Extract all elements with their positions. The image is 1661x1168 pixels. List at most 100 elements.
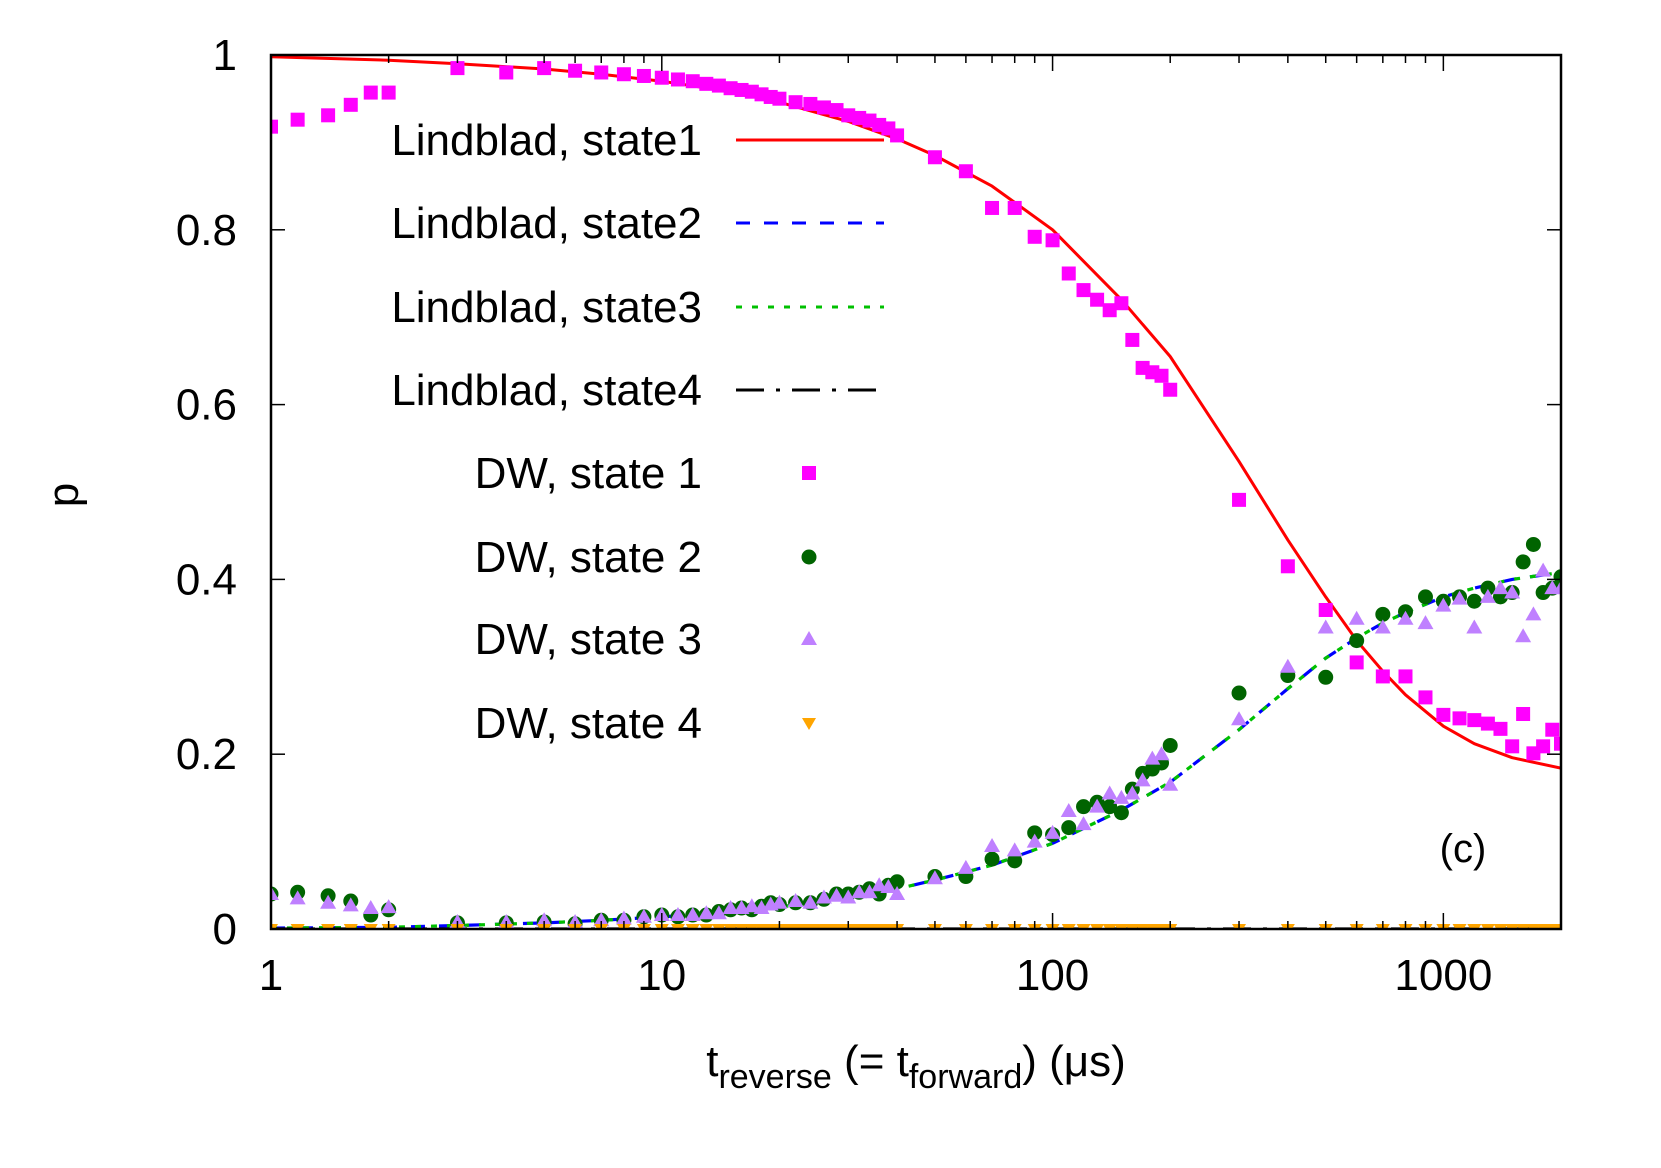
data-point-triangle-up: [1466, 619, 1483, 634]
data-point-square: [381, 85, 396, 100]
series-line-2: [271, 570, 1561, 929]
data-point-circle: [1102, 799, 1118, 815]
data-point-triangle-up: [1075, 816, 1092, 831]
data-point-triangle-up: [1553, 580, 1561, 595]
data-point-triangle-up: [362, 900, 379, 915]
data-point-square: [271, 119, 278, 134]
data-point-triangle-up: [698, 905, 715, 920]
data-point-circle: [1480, 580, 1496, 596]
legend-marker-circle: [801, 549, 817, 565]
data-point-triangle-up: [710, 905, 727, 920]
data-point-triangle-up: [1006, 842, 1023, 857]
data-point-triangle-up: [593, 912, 610, 927]
data-point-triangle-up: [635, 908, 652, 923]
data-point-triangle-up: [1044, 824, 1061, 839]
data-point-square: [890, 128, 905, 143]
y-tick-label: 1: [213, 31, 237, 80]
data-point-triangle-up: [926, 870, 943, 885]
data-point-square: [1436, 707, 1451, 722]
data-point-triangle-up: [828, 887, 845, 902]
data-point-triangle-up: [1113, 789, 1130, 804]
data-point-circle: [1007, 853, 1023, 869]
data-point-triangle-up: [1134, 772, 1151, 787]
data-point-circle: [1375, 606, 1391, 622]
data-point-triangle-up: [861, 884, 878, 899]
legend-label: Lindblad, state4: [391, 366, 702, 415]
data-point-triangle-up: [1089, 798, 1106, 813]
legend-label: DW, state 4: [475, 699, 702, 748]
data-point-triangle-up: [871, 877, 888, 892]
data-point-triangle-up: [1153, 746, 1170, 761]
data-point-square: [363, 85, 378, 100]
data-point-square: [290, 112, 305, 127]
y-axis-title: p: [39, 483, 88, 507]
y-tick-label: 0.2: [176, 730, 237, 779]
data-point-square: [1007, 200, 1022, 215]
data-point-triangle-up: [1124, 785, 1141, 800]
x-tick-label: 100: [1016, 951, 1089, 1000]
y-tick-label: 0.4: [176, 555, 237, 604]
data-point-circle: [1349, 633, 1365, 649]
data-point-triangle-up: [1451, 590, 1468, 605]
data-point-triangle-up: [1231, 711, 1248, 726]
data-point-square: [1154, 368, 1169, 383]
x-axis-title-sub-reverse: reverse: [718, 1058, 831, 1096]
data-point-triangle-up: [1101, 785, 1118, 800]
data-point-triangle-up: [1317, 619, 1334, 634]
data-point-square: [841, 108, 856, 123]
data-point-triangle-up: [851, 884, 868, 899]
data-point-square: [927, 150, 942, 165]
data-point-triangle-up: [1374, 619, 1391, 634]
data-point-circle: [1515, 554, 1531, 570]
data-point-triangle-up: [787, 893, 804, 908]
data-point-triangle-up: [1162, 776, 1179, 791]
legend-marker-square: [802, 466, 816, 480]
data-point-square: [654, 70, 669, 85]
data-point-square: [1280, 559, 1295, 574]
data-point-circle: [1417, 589, 1433, 605]
data-point-square: [1554, 736, 1561, 751]
data-point-circle: [1553, 569, 1561, 585]
data-point-triangle-up: [815, 889, 832, 904]
data-point-square: [1516, 706, 1531, 721]
data-point-square: [829, 103, 844, 118]
data-point-circle: [1162, 737, 1178, 753]
data-point-triangle-up: [1479, 588, 1496, 603]
data-point-square: [1505, 739, 1520, 754]
data-point-square: [1045, 233, 1060, 248]
data-point-square: [1467, 713, 1482, 728]
data-point-triangle-up: [889, 886, 906, 901]
data-point-square: [1480, 716, 1495, 731]
data-point-triangle-up: [880, 879, 897, 894]
data-point-square: [699, 76, 714, 91]
data-point-triangle-up: [1515, 628, 1532, 643]
data-point-square: [321, 108, 336, 123]
x-tick-label: 10: [637, 951, 686, 1000]
data-point-circle: [1027, 825, 1043, 841]
data-point-square: [1418, 690, 1433, 705]
data-point-square: [1163, 382, 1178, 397]
data-point-square: [723, 81, 738, 96]
data-point-square: [1452, 711, 1467, 726]
data-point-square: [450, 61, 465, 76]
x-axis-title-t: t: [706, 1037, 718, 1086]
data-point-circle: [984, 851, 1000, 867]
data-point-triangle-up: [771, 894, 788, 909]
data-point-square: [537, 61, 552, 76]
y-tick-label: 0: [213, 905, 237, 954]
data-point-square: [1232, 492, 1247, 507]
data-point-square: [616, 67, 631, 82]
data-point-square: [1125, 332, 1140, 347]
data-point-square: [985, 200, 1000, 215]
data-point-triangle-up: [840, 889, 857, 904]
data-point-square: [1318, 602, 1333, 617]
data-point-circle: [1318, 669, 1334, 685]
data-point-square: [772, 91, 787, 106]
data-point-square: [1398, 669, 1413, 684]
data-point-triangle-up: [615, 910, 632, 925]
data-point-triangle-up: [289, 890, 306, 905]
data-point-square: [685, 74, 700, 89]
data-point-triangle-up: [957, 859, 974, 874]
data-point-triangle-up: [1504, 584, 1521, 599]
